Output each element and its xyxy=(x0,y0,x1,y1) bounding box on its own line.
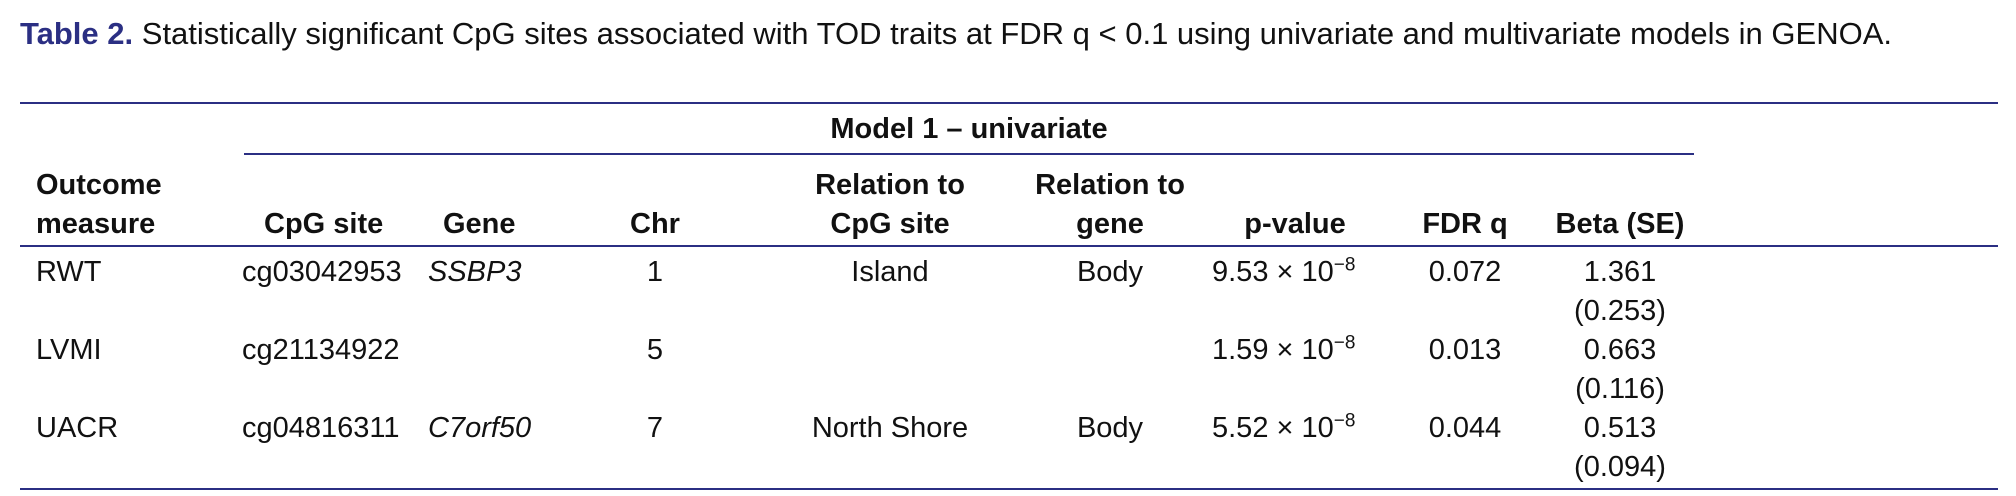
row-relation-cpg: North Shore xyxy=(811,412,969,444)
pvalue-exponent: −8 xyxy=(1333,254,1356,276)
header-relation-cpg-line2: CpG site xyxy=(830,208,950,240)
model-group-rule xyxy=(244,153,1694,155)
row-fdr: 0.044 xyxy=(1428,412,1502,444)
row-cpg-site: cg04816311 xyxy=(242,412,400,444)
row-gene: C7orf50 xyxy=(428,412,532,444)
row-chr: 1 xyxy=(646,256,664,288)
row-outcome: UACR xyxy=(36,412,119,444)
header-chr: Chr xyxy=(630,208,680,240)
caption-label: Table 2. xyxy=(20,16,134,51)
row-outcome: RWT xyxy=(36,256,102,288)
header-relation-gene-line2: gene xyxy=(1076,208,1144,240)
row-pvalue: 1.59 × 10−8 xyxy=(1212,330,1355,370)
header-relation-gene-line1: Relation to xyxy=(1035,169,1185,201)
header-fdr: FDR q xyxy=(1422,208,1508,240)
header-cpg-site: CpG site xyxy=(264,208,384,240)
row-chr: 5 xyxy=(646,334,664,366)
row-beta: 0.663 xyxy=(1583,334,1657,366)
row-relation-gene: Body xyxy=(1076,412,1144,444)
row-pvalue: 5.52 × 10−8 xyxy=(1212,408,1355,448)
header-beta-se: Beta (SE) xyxy=(1555,208,1685,240)
header-gene: Gene xyxy=(443,208,516,240)
table-top-rule xyxy=(20,102,1998,104)
row-cpg-site: cg03042953 xyxy=(242,256,402,288)
row-fdr: 0.013 xyxy=(1428,334,1502,366)
row-cpg-site: cg21134922 xyxy=(242,334,400,366)
row-gene: SSBP3 xyxy=(428,256,522,288)
pvalue-mantissa: 5.52 × 10 xyxy=(1212,412,1334,444)
caption-text: Statistically significant CpG sites asso… xyxy=(141,16,1892,51)
row-se: (0.253) xyxy=(1574,295,1666,327)
row-fdr: 0.072 xyxy=(1428,256,1502,288)
pvalue-exponent: −8 xyxy=(1333,332,1356,354)
header-outcome-line2: measure xyxy=(36,208,156,240)
header-pvalue: p-value xyxy=(1244,208,1346,240)
row-outcome: LVMI xyxy=(36,334,102,366)
table-bottom-rule xyxy=(20,488,1998,490)
pvalue-mantissa: 1.59 × 10 xyxy=(1212,334,1334,366)
row-beta: 0.513 xyxy=(1583,412,1657,444)
pvalue-exponent: −8 xyxy=(1333,410,1356,432)
header-bottom-rule xyxy=(20,245,1998,247)
row-se: (0.094) xyxy=(1574,451,1666,483)
row-relation-gene: Body xyxy=(1076,256,1144,288)
row-se: (0.116) xyxy=(1575,373,1665,405)
row-beta: 1.361 xyxy=(1583,256,1657,288)
row-chr: 7 xyxy=(646,412,664,444)
header-outcome-line1: Outcome xyxy=(36,169,162,201)
pvalue-mantissa: 9.53 × 10 xyxy=(1212,256,1334,288)
table-caption: Table 2. Statistically significant CpG s… xyxy=(20,12,1998,56)
row-pvalue: 9.53 × 10−8 xyxy=(1212,252,1355,292)
header-relation-cpg-line1: Relation to xyxy=(815,169,965,201)
row-relation-cpg: Island xyxy=(851,256,929,288)
model-group-header: Model 1 – univariate xyxy=(830,113,1108,145)
